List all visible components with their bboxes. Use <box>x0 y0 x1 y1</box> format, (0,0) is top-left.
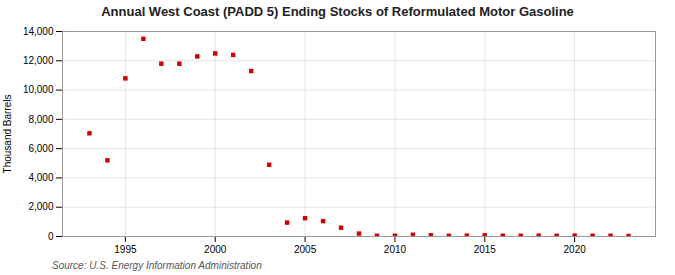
svg-text:8,000: 8,000 <box>28 114 53 125</box>
svg-text:14,000: 14,000 <box>23 26 54 37</box>
svg-text:Thousand Barrels: Thousand Barrels <box>2 95 13 174</box>
svg-text:2010: 2010 <box>384 244 407 255</box>
svg-text:0: 0 <box>48 231 54 242</box>
html-text:Source: U.S. Energy Informatio: Source: U.S. Energy Information Administ… <box>52 260 262 271</box>
svg-text:12,000: 12,000 <box>23 55 54 66</box>
svg-text:1995: 1995 <box>114 244 137 255</box>
svg-text:2005: 2005 <box>294 244 317 255</box>
svg-text:10,000: 10,000 <box>23 84 54 95</box>
svg-text:6,000: 6,000 <box>28 143 53 154</box>
svg-text:2020: 2020 <box>564 244 587 255</box>
svg-text:4,000: 4,000 <box>28 172 53 183</box>
svg-text:2000: 2000 <box>204 244 227 255</box>
html-text:Annual West Coast (PADD 5) End: Annual West Coast (PADD 5) Ending Stocks… <box>101 4 574 19</box>
svg-text:2,000: 2,000 <box>28 201 53 212</box>
svg-text:2015: 2015 <box>474 244 497 255</box>
